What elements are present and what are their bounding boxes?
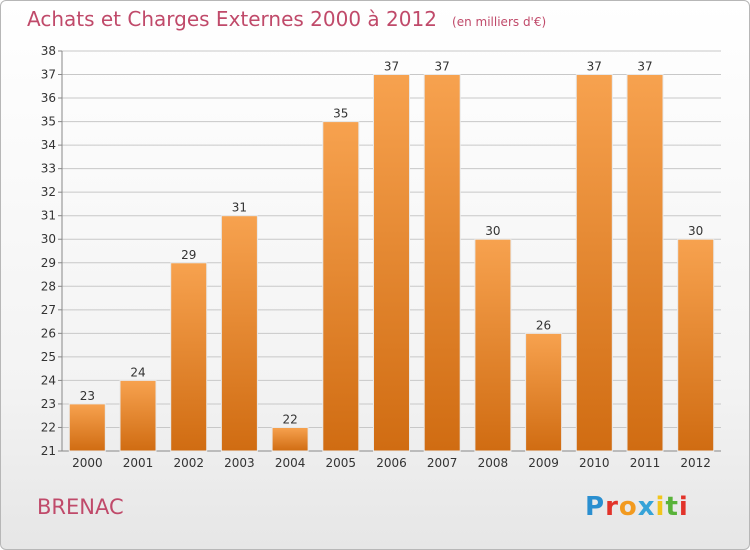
logo-letter: P	[585, 492, 606, 522]
y-tick-label: 30	[41, 232, 56, 246]
bar-2003	[220, 215, 258, 452]
bar-2004	[271, 427, 309, 452]
y-tick-label: 35	[41, 115, 56, 129]
y-tick-label: 27	[41, 303, 56, 317]
y-tick-label: 28	[41, 279, 56, 293]
y-tick-label: 36	[41, 91, 56, 105]
x-tick-label: 2006	[376, 456, 407, 470]
data-label: 37	[587, 60, 602, 74]
bar-2000	[68, 403, 106, 452]
x-tick-label: 2000	[72, 456, 103, 470]
bar-2005	[322, 121, 360, 452]
x-tick-label: 2002	[173, 456, 204, 470]
bar-2008	[474, 238, 512, 452]
logo-letter: i	[655, 492, 666, 522]
bar-2011	[626, 74, 664, 452]
data-label: 37	[384, 60, 399, 74]
data-label: 37	[637, 60, 652, 74]
x-tick-label: 2005	[326, 456, 357, 470]
data-label: 30	[485, 224, 500, 238]
data-label: 23	[80, 389, 95, 403]
y-tick-label: 32	[41, 185, 56, 199]
y-tick-label: 38	[41, 44, 56, 58]
y-tick-label: 29	[41, 256, 56, 270]
y-tick-label: 37	[41, 68, 56, 82]
data-label: 31	[232, 201, 247, 215]
chart-title: Achats et Charges Externes 2000 à 2012	[27, 7, 437, 31]
data-label: 22	[282, 412, 297, 426]
bar-2012	[677, 238, 715, 452]
bars	[68, 74, 715, 452]
chart-subtitle: (en milliers d'€)	[452, 15, 547, 29]
logo-letter: x	[637, 492, 656, 522]
y-tick-label: 22	[41, 420, 56, 434]
data-label: 35	[333, 107, 348, 121]
x-tick-label: 2010	[579, 456, 610, 470]
y-tick-label: 24	[41, 373, 56, 387]
data-label: 30	[688, 224, 703, 238]
bar-2010	[575, 74, 613, 452]
data-label: 29	[181, 248, 196, 262]
y-tick-label: 25	[41, 350, 56, 364]
y-tick-label: 33	[41, 162, 56, 176]
y-tick-label: 26	[41, 326, 56, 340]
bar-2007	[423, 74, 461, 452]
x-tick-label: 2004	[275, 456, 306, 470]
logo-letter: r	[605, 492, 619, 522]
x-tick-label: 2007	[427, 456, 458, 470]
x-tick-label: 2011	[630, 456, 661, 470]
data-label: 37	[435, 60, 450, 74]
bar-2006	[373, 74, 410, 452]
y-tick-label: 21	[41, 444, 56, 458]
x-tick-label: 2012	[680, 456, 711, 470]
y-tick-label: 23	[41, 397, 56, 411]
commune-name: BRENAC	[37, 495, 124, 519]
bar-2001	[119, 379, 157, 452]
bar-2009	[525, 332, 563, 452]
y-tick-label: 31	[41, 209, 56, 223]
x-tick-label: 2008	[478, 456, 509, 470]
y-tick-label: 34	[41, 138, 56, 152]
bar-2002	[170, 262, 208, 452]
proxiti-logo: Proxiti	[585, 492, 689, 522]
x-tick-label: 2001	[123, 456, 154, 470]
x-tick-label: 2009	[528, 456, 559, 470]
data-labels: 23 24 29 31 22 35 37 37 30 26 37 37 30	[80, 60, 704, 427]
logo-letter: o	[618, 492, 638, 522]
chart-title-row: Achats et Charges Externes 2000 à 2012 (…	[27, 7, 546, 31]
data-label: 26	[536, 318, 551, 332]
x-tick-label: 2003	[224, 456, 255, 470]
data-label: 24	[130, 365, 145, 379]
logo-letter: t	[665, 492, 679, 522]
logo-letter: i	[678, 492, 689, 522]
